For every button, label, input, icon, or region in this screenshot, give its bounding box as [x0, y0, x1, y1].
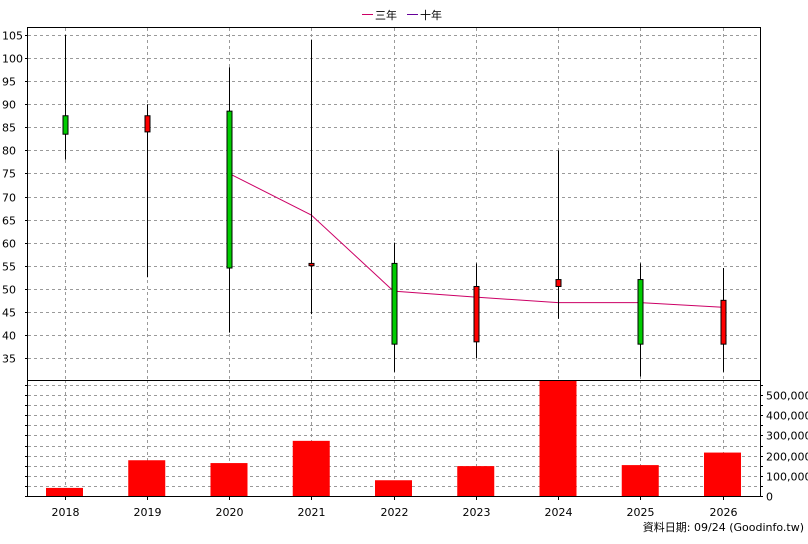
price-y-axis: 105 100 95 90 85 80 75 70 65 60 55 50 45 40 35 [2, 30, 28, 366]
price-y-tick-label: 70 [2, 192, 16, 205]
price-y-tick-label: 80 [2, 145, 16, 158]
volume-gridlines [28, 380, 760, 496]
x-tick-label: 2022 [381, 506, 409, 519]
price-y-tick-label: 35 [2, 353, 16, 366]
candle-body [637, 279, 644, 345]
volume-bar-2025 [621, 465, 659, 496]
x-tick-label: 2025 [627, 506, 655, 519]
price-y-tick-label: 100 [2, 53, 23, 66]
volume-y-tick-label: 300,000 [766, 430, 808, 443]
legend: 三年 十年 [362, 8, 442, 22]
price-y-tick-label: 105 [2, 30, 23, 43]
x-tick-label: 2023 [463, 506, 491, 519]
x-tick-label: 2019 [134, 506, 162, 519]
price-y-tick-label: 45 [2, 307, 16, 320]
volume-y-tick-label: 200,000 [766, 451, 808, 464]
volume-y-tick-label: 0 [766, 491, 773, 504]
candle-2020 [226, 67, 233, 333]
candle-2018 [62, 35, 69, 160]
volume-bars [46, 380, 741, 496]
candle-body [555, 279, 562, 287]
price-y-tick-label: 40 [2, 330, 16, 343]
candle-body [226, 110, 233, 269]
legend-label-10y: 十年 [420, 8, 442, 22]
price-y-tick-label: 55 [2, 261, 16, 274]
volume-bar-2019 [128, 460, 166, 496]
volume-y-tick-label: 100,000 [766, 471, 808, 484]
price-y-tick-label: 75 [2, 168, 16, 181]
candle-body [62, 115, 69, 135]
volume-bar-2026 [704, 452, 741, 496]
volume-y-axis: 500,000 400,000 300,000 200,000 100,000 0 [25, 385, 808, 504]
price-y-tick-label: 85 [2, 122, 16, 135]
candle-2026 [720, 268, 727, 372]
volume-bar-2022 [375, 480, 412, 496]
price-y-tick-label: 65 [2, 215, 16, 228]
volume-bar-2020 [210, 463, 248, 496]
candle-2025 [637, 263, 644, 377]
source-footer: 資料日期: 09/24 (Goodinfo.tw) [643, 520, 804, 534]
price-y-tick-label: 50 [2, 284, 16, 297]
volume-bar-2018 [46, 487, 83, 496]
volume-bar-2024 [539, 380, 577, 496]
candlesticks [62, 35, 727, 377]
candle-2022 [391, 242, 398, 372]
candle-2019 [144, 104, 151, 278]
volume-panel: 500,000 400,000 300,000 200,000 100,000 0 [25, 380, 808, 504]
price-panel: 105 100 95 90 85 80 75 70 65 60 55 50 45 40 35 [2, 27, 761, 381]
x-tick-label: 2024 [545, 506, 573, 519]
candle-2021 [308, 39, 315, 315]
candle-body [473, 285, 480, 343]
volume-bar-2023 [457, 466, 495, 496]
candle-body [391, 262, 398, 345]
price-y-tick-label: 60 [2, 238, 16, 251]
candle-body [308, 262, 315, 267]
candle-2024 [555, 150, 562, 319]
candle-2023 [473, 263, 480, 358]
price-y-tick-label: 90 [2, 99, 16, 112]
candle-body [720, 299, 727, 345]
volume-y-tick-label: 500,000 [766, 390, 808, 403]
x-tick-label: 2021 [298, 506, 326, 519]
volume-y-tick-label: 400,000 [766, 410, 808, 423]
x-tick-label: 2026 [710, 506, 738, 519]
volume-bar-2021 [292, 440, 330, 496]
price-y-tick-label: 95 [2, 76, 16, 89]
legend-label-3y: 三年 [375, 8, 397, 22]
x-tick-label: 2020 [216, 506, 244, 519]
candle-body [144, 115, 151, 133]
x-tick-label: 2018 [52, 506, 80, 519]
x-axis: 2018 2019 2020 2021 2022 2023 2024 2025 2026 [52, 496, 738, 519]
